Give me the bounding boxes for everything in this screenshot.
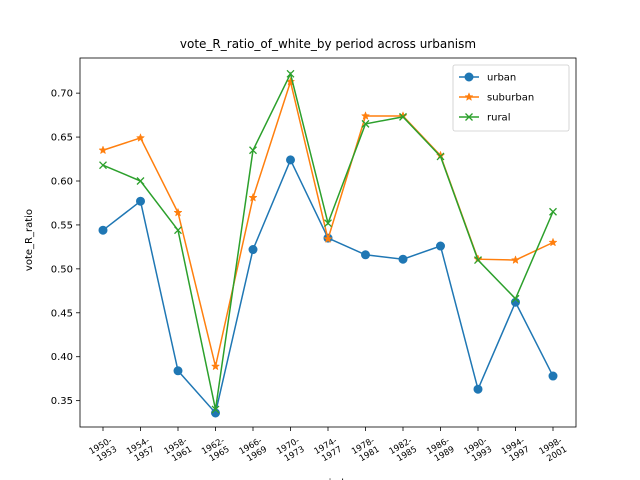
data-point bbox=[548, 371, 558, 381]
y-tick-label: 0.60 bbox=[51, 177, 73, 188]
data-point bbox=[98, 145, 108, 155]
y-tick-label: 0.35 bbox=[51, 396, 73, 407]
legend-entry-suburban: suburban bbox=[459, 92, 534, 104]
data-point bbox=[474, 256, 482, 265]
legend-label: urban bbox=[487, 73, 516, 84]
data-point bbox=[136, 196, 145, 206]
y-tick-label: 0.45 bbox=[51, 308, 73, 319]
legend-label: suburban bbox=[487, 93, 534, 104]
x-axis-label: period bbox=[312, 478, 344, 480]
data-point bbox=[98, 225, 108, 235]
data-point bbox=[549, 207, 557, 216]
y-tick-label: 0.40 bbox=[51, 352, 73, 363]
data-point bbox=[398, 254, 408, 264]
data-point bbox=[249, 146, 257, 155]
legend-label: rural bbox=[487, 113, 510, 124]
legend-box bbox=[452, 64, 570, 132]
data-point bbox=[473, 384, 483, 394]
data-point bbox=[436, 241, 445, 251]
series-rural bbox=[99, 69, 557, 414]
data-point bbox=[323, 234, 333, 243]
legend-entry-rural: rural bbox=[459, 113, 510, 124]
y-axis: 0.35 0.40 0.45 0.50 0.55 0.60 0.65 0.70 bbox=[51, 89, 80, 407]
data-point bbox=[436, 152, 445, 161]
chart-title: vote_R_ratio_of_white_by period across u… bbox=[180, 37, 476, 51]
data-point bbox=[510, 255, 521, 265]
data-point bbox=[464, 72, 474, 82]
data-point bbox=[248, 192, 258, 202]
y-tick-label: 0.50 bbox=[51, 264, 73, 275]
data-point bbox=[99, 161, 107, 170]
data-point bbox=[361, 250, 370, 260]
data-point bbox=[360, 111, 371, 120]
y-tick-label: 0.70 bbox=[51, 89, 73, 100]
data-point bbox=[399, 112, 407, 121]
y-tick-label: 0.65 bbox=[51, 133, 73, 144]
legend: urban suburban rural bbox=[452, 64, 570, 132]
legend-entry-urban: urban bbox=[459, 72, 516, 84]
data-point bbox=[135, 133, 146, 142]
data-point bbox=[464, 92, 474, 101]
data-point bbox=[324, 219, 332, 228]
data-point bbox=[248, 245, 258, 255]
data-point bbox=[136, 177, 145, 185]
data-point bbox=[465, 113, 473, 121]
y-tick-label: 0.55 bbox=[51, 220, 73, 231]
data-point bbox=[548, 237, 558, 247]
data-point bbox=[173, 207, 183, 217]
y-axis-label: vote_R_ratio bbox=[24, 209, 35, 271]
data-point bbox=[211, 405, 220, 414]
data-point bbox=[511, 294, 520, 303]
plot-area bbox=[98, 69, 558, 418]
data-point bbox=[286, 69, 295, 78]
data-point bbox=[174, 226, 182, 235]
data-point bbox=[286, 155, 295, 165]
data-point bbox=[173, 366, 183, 376]
data-point bbox=[210, 361, 221, 371]
data-point bbox=[361, 119, 370, 128]
